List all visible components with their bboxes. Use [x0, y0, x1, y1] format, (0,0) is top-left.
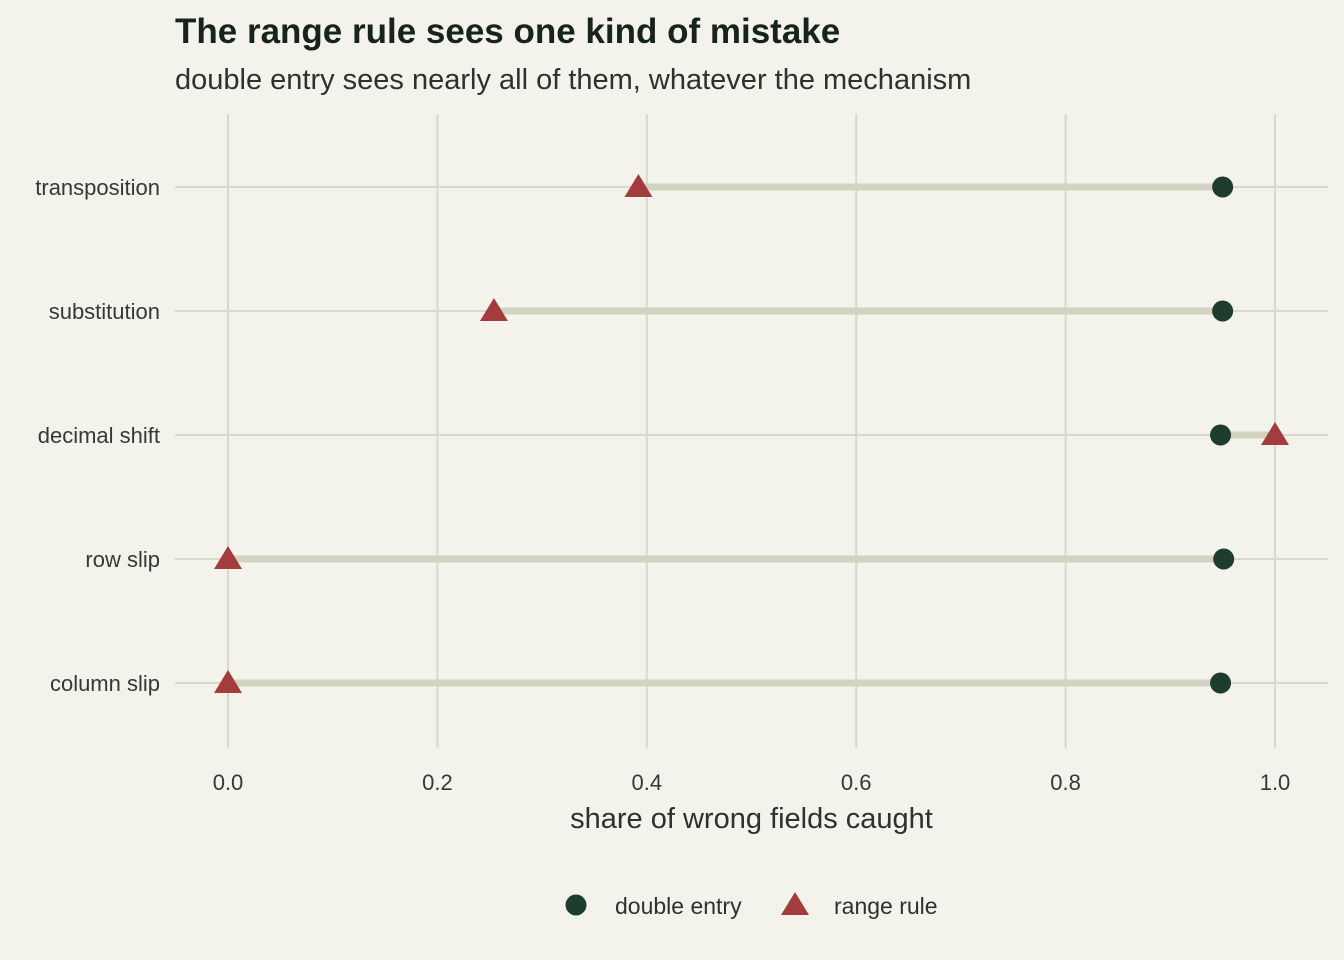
x-axis-label: share of wrong fields caught	[570, 803, 933, 835]
double-entry-point	[1212, 176, 1234, 198]
x-tick-label: 1.0	[1260, 770, 1291, 795]
double-entry-point	[1212, 300, 1234, 322]
legend-range-rule-icon	[781, 892, 809, 915]
range-rule-point	[624, 174, 653, 197]
y-tick-label: row slip	[85, 547, 160, 572]
x-tick-label: 0.2	[422, 770, 453, 795]
y-tick-label: decimal shift	[38, 423, 160, 448]
y-tick-label: substitution	[49, 299, 160, 324]
y-tick-label: column slip	[50, 671, 160, 696]
x-tick-label: 0.8	[1050, 770, 1081, 795]
legend-double-entry-label: double entry	[615, 893, 742, 919]
legend-double-entry-icon	[565, 894, 587, 916]
double-entry-point	[1210, 424, 1232, 446]
chart-subtitle: double entry sees nearly all of them, wh…	[175, 64, 972, 96]
x-tick-label: 0.4	[632, 770, 663, 795]
chart-title: The range rule sees one kind of mistake	[175, 12, 841, 51]
y-tick-label: transposition	[35, 175, 160, 200]
range-rule-point	[214, 546, 242, 569]
x-tick-label: 0.0	[213, 770, 244, 795]
range-rule-point	[214, 670, 242, 693]
range-rule-point	[1261, 422, 1289, 445]
x-tick-label: 0.6	[841, 770, 872, 795]
double-entry-point	[1210, 672, 1232, 694]
range-rule-point	[479, 298, 508, 321]
double-entry-point	[1213, 548, 1235, 570]
legend-range-rule-label: range rule	[834, 893, 938, 919]
